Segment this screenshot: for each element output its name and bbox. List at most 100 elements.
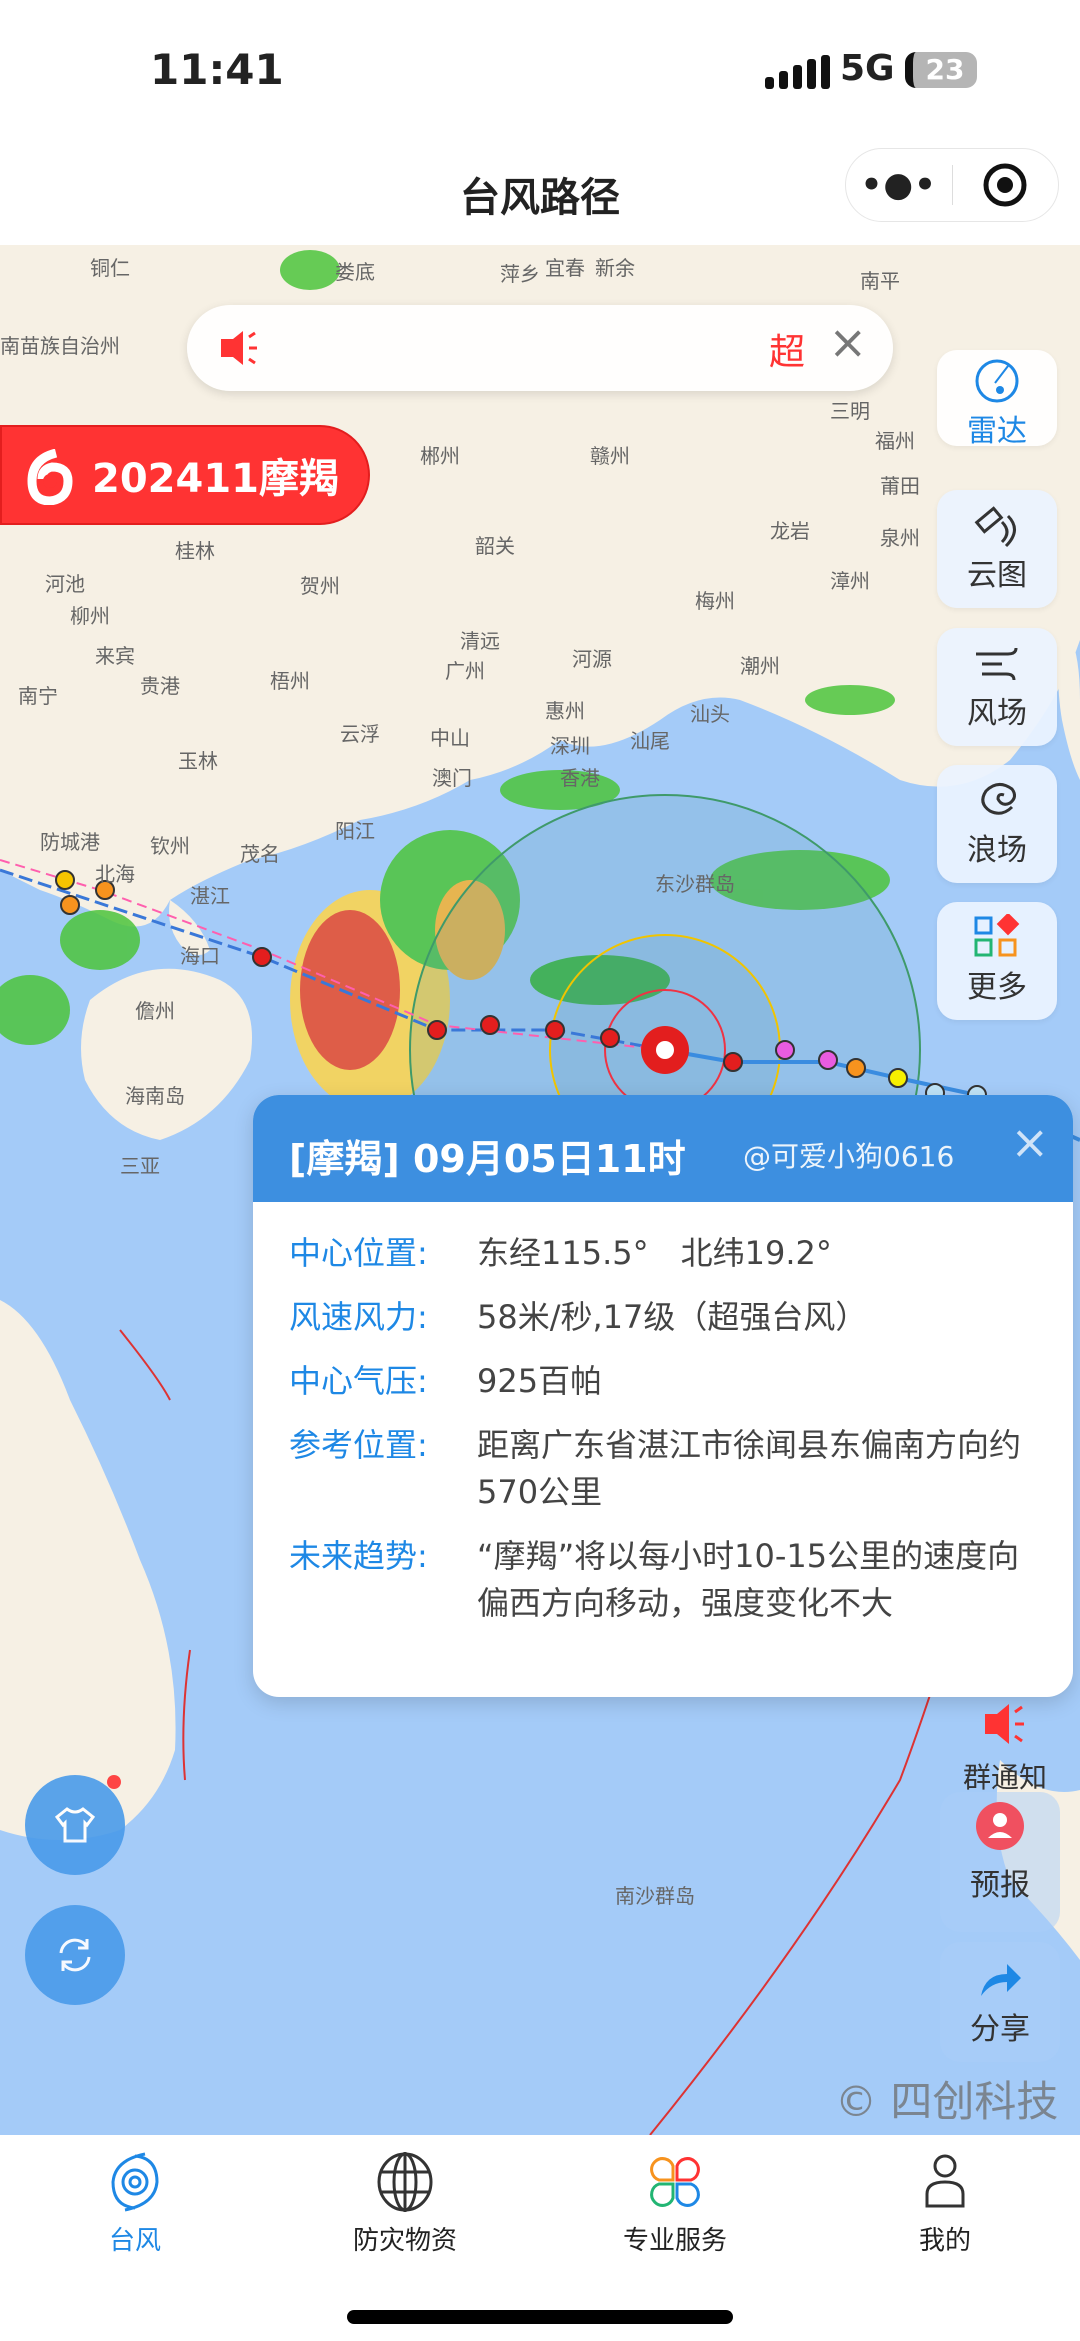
info-value: 58米/秒,17级（超强台风） (477, 1298, 868, 1336)
track-point[interactable] (775, 1040, 795, 1060)
nav-profile[interactable]: 我的 (845, 2150, 1045, 2257)
map-label: 三明 (830, 399, 870, 423)
track-point[interactable] (600, 1028, 620, 1048)
layer-wind-button[interactable]: 风场 (937, 628, 1057, 746)
mainland (0, 245, 1080, 927)
signal-icon (765, 55, 830, 89)
map-label: 潮州 (740, 654, 780, 678)
speaker-icon (985, 1704, 1024, 1744)
clock: 11:41 (150, 45, 284, 94)
layer-label: 风场 (967, 696, 1027, 731)
map-label: 桂林 (175, 539, 215, 563)
map-label: 海口 (180, 944, 220, 968)
typhoon-info-popup: [摩羯] 09月05日11时 @可爱小狗0616 × 中心位置: 东经115.5°… (253, 1095, 1073, 1697)
map-label: 湛江 (190, 884, 230, 908)
satellite-icon (974, 506, 1016, 548)
nav-label: 台风 (108, 2226, 161, 2256)
track-point[interactable] (723, 1052, 743, 1072)
track-point[interactable] (888, 1068, 908, 1088)
nav-services[interactable]: 专业服务 (575, 2150, 775, 2257)
info-row: 参考位置: 距离广东省湛江市徐闻县东偏南方向约570公里 (289, 1422, 1037, 1516)
map-label: 新余 (595, 256, 635, 280)
close-icon[interactable]: × (828, 315, 867, 369)
map-label: 海南岛 (125, 1084, 185, 1108)
typhoon-icon (111, 2152, 159, 2212)
map-label: 深圳 (550, 734, 590, 758)
track-point[interactable] (427, 1020, 447, 1040)
track-point[interactable] (480, 1015, 500, 1035)
track-point[interactable] (55, 870, 75, 890)
nav-supplies[interactable]: 防灾物资 (305, 2150, 505, 2257)
typhoon-name: 202411摩羯 (92, 456, 339, 502)
share-label: 分享 (970, 2012, 1030, 2047)
layer-label: 雷达 (967, 414, 1027, 449)
forecast-label: 预报 (970, 1868, 1030, 1903)
track-point[interactable] (545, 1020, 565, 1040)
alert-banner[interactable]: 超 × (187, 305, 893, 391)
refresh-icon (59, 1938, 91, 1972)
map-label: 中山 (430, 726, 470, 750)
layer-radar-button[interactable]: 雷达 (937, 350, 1057, 449)
group-notify-button[interactable]: 群通知 (950, 1702, 1060, 1796)
bottom-nav (0, 2135, 1080, 2341)
notification-dot (107, 1775, 121, 1789)
map-label: 钦州 (150, 834, 190, 858)
map-label: 泉州 (880, 526, 920, 550)
globe-icon (377, 2152, 433, 2212)
layer-label: 浪场 (967, 833, 1027, 868)
share-button[interactable]: 分享 (940, 1942, 1060, 2062)
notify-label: 群通知 (962, 1761, 1047, 1794)
track-point[interactable] (60, 895, 80, 915)
status-bar: 11:41 5G 23 (0, 0, 1080, 140)
target-icon[interactable] (953, 162, 1059, 208)
map-label: 韶关 (475, 534, 515, 558)
map-label: 娄底 (335, 260, 375, 284)
map-label: 儋州 (135, 999, 175, 1023)
nav-typhoon[interactable]: 台风 (35, 2150, 235, 2257)
layer-cloud-button[interactable]: 云图 (937, 490, 1057, 608)
info-row: 未来趋势: “摩羯”将以每小时10-15公里的速度向偏西方向移动，强度变化不大 (289, 1533, 1037, 1627)
info-key: 中心位置: (289, 1234, 428, 1272)
map-label: 宜春 (545, 256, 585, 280)
mini-program-capsule: •●• (845, 148, 1059, 222)
wave-icon (981, 783, 1017, 815)
track-point[interactable] (818, 1050, 838, 1070)
layer-more-button[interactable]: 更多 (937, 902, 1057, 1020)
map-label: 香港 (560, 766, 600, 790)
battery-icon: 23 (905, 52, 977, 88)
map-label: 南苗族自治州 (0, 334, 120, 358)
typhoon-icon (27, 449, 73, 505)
forecaster-icon (976, 1802, 1024, 1850)
typhoon-map[interactable]: 铜仁 娄底 萍乡 宜春 新余 南平 南苗族自治州 三明 福州 郴州 赣州 莆田 龙岩 韶关 桂林 河池 柳州 贺州… (0, 245, 1080, 2135)
info-value: 东经115.5° 北纬19.2° (477, 1234, 832, 1272)
shirt-button[interactable] (25, 1775, 125, 1875)
typhoon-selector[interactable]: 202411摩羯 (0, 425, 370, 525)
track-point[interactable] (846, 1058, 866, 1078)
map-label: 南平 (860, 269, 900, 293)
forecast-button[interactable]: 预报 (940, 1792, 1060, 1932)
track-point[interactable] (95, 880, 115, 900)
map-canvas (0, 245, 1080, 2135)
map-label: 福州 (875, 429, 915, 453)
map-label: 贺州 (300, 574, 340, 598)
vietnam-coast (0, 1300, 176, 1840)
close-icon[interactable]: × (1010, 1115, 1049, 1169)
map-label: 云浮 (340, 722, 380, 746)
layer-wave-button[interactable]: 浪场 (937, 765, 1057, 883)
map-label: 南宁 (18, 684, 58, 708)
more-dots-icon[interactable]: •●• (860, 165, 937, 205)
map-label: 龙岩 (770, 519, 810, 543)
popup-title: [摩羯] 09月05日11时 (253, 1095, 1073, 1202)
map-label: 梅州 (695, 589, 735, 613)
page-title: 台风路径 (460, 175, 620, 221)
map-label: 河源 (572, 647, 612, 671)
leizhou-peninsula (169, 900, 210, 955)
map-label: 澳门 (432, 766, 472, 790)
home-indicator (347, 2310, 733, 2324)
map-label: 惠州 (545, 699, 585, 723)
refresh-button[interactable] (25, 1905, 125, 2005)
network-type: 5G (840, 48, 895, 89)
map-label: 莆田 (880, 474, 920, 498)
watermark: @可爱小狗0616 (743, 1140, 955, 1173)
track-point[interactable] (252, 947, 272, 967)
